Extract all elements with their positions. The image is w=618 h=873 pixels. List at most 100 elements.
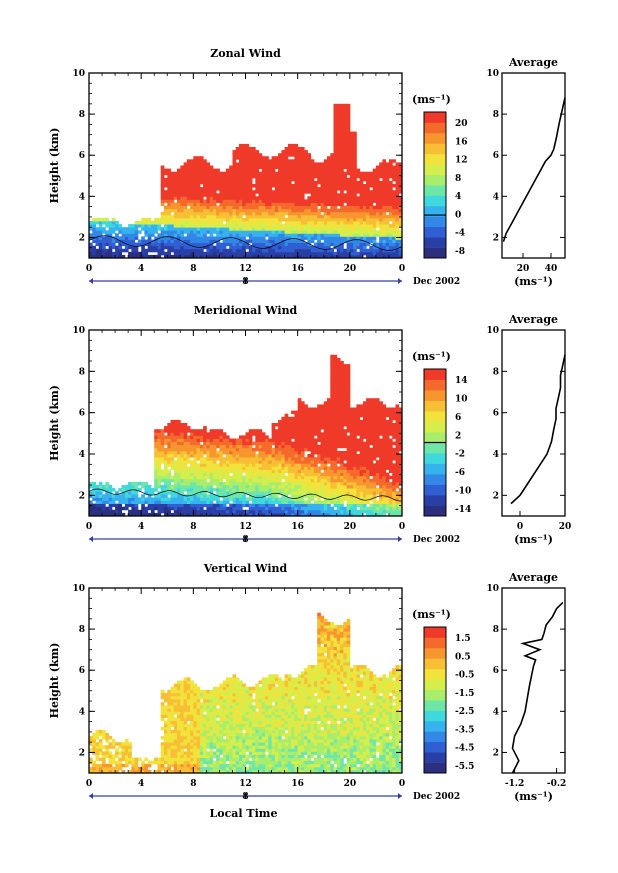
heatmap-cell	[323, 251, 328, 256]
heatmap-cell	[323, 230, 328, 234]
average-y-tick-label: 2	[493, 233, 499, 243]
heatmap-cell	[330, 174, 334, 179]
heatmap-cell	[261, 444, 266, 449]
heatmap-cell	[336, 171, 341, 176]
heatmap-cell	[389, 205, 393, 210]
heatmap-cell	[343, 134, 347, 139]
heatmap-cell	[131, 503, 136, 508]
heatmap-cell	[320, 221, 325, 225]
heatmap-cell	[164, 503, 168, 508]
heatmap-cell	[245, 469, 250, 473]
heatmap-cell	[375, 184, 380, 188]
heatmap-cell	[255, 494, 259, 498]
colorbar-segment	[424, 216, 446, 228]
heatmap-cell	[121, 254, 126, 259]
heatmap-cell	[150, 500, 155, 504]
heatmap-cell	[239, 230, 243, 234]
heatmap-cell	[343, 457, 347, 461]
heatmap-cell	[314, 211, 318, 216]
heatmap-cell	[353, 497, 357, 501]
heatmap-cell	[118, 236, 122, 240]
heatmap-cell	[398, 236, 403, 240]
heatmap-cell	[245, 444, 250, 449]
heatmap-cell	[304, 466, 308, 470]
heatmap-cell	[147, 485, 152, 489]
heatmap-cell	[92, 233, 96, 237]
heatmap-cell	[265, 481, 269, 486]
heatmap-cell	[235, 478, 240, 483]
heatmap-cell	[222, 463, 227, 467]
heatmap-cell	[164, 494, 168, 498]
heatmap-cell	[170, 497, 175, 501]
heatmap-cell	[225, 469, 230, 473]
heatmap-cell	[183, 457, 188, 461]
heatmap-cell	[229, 227, 233, 231]
heatmap-cell	[346, 233, 351, 237]
heatmap-cell	[310, 196, 315, 200]
heatmap-cell	[229, 165, 233, 169]
heatmap-cell	[183, 245, 188, 250]
heatmap-cell	[222, 177, 227, 182]
heatmap-cell	[281, 202, 286, 206]
heatmap-cell	[258, 485, 263, 489]
heatmap-cell	[300, 254, 305, 259]
heatmap-cell	[346, 193, 351, 197]
heatmap-cell	[336, 230, 341, 234]
heatmap-cell	[147, 500, 152, 504]
heatmap-cell	[317, 217, 321, 222]
heatmap-cell	[362, 454, 367, 458]
heatmap-cell	[300, 187, 305, 191]
heatmap-cell	[248, 187, 253, 191]
heatmap-cell	[310, 512, 315, 517]
heatmap-cell	[320, 410, 325, 415]
heatmap-cell	[258, 435, 263, 439]
heatmap-cell	[206, 494, 211, 498]
heatmap-cell	[203, 469, 207, 473]
heatmap-cell	[300, 491, 305, 495]
heatmap-cell	[320, 227, 325, 231]
heatmap-cell	[255, 463, 259, 467]
heatmap-cell	[284, 485, 289, 489]
heatmap-cell	[248, 509, 253, 514]
heatmap-cell	[294, 147, 299, 151]
heatmap-cell	[330, 435, 334, 439]
heatmap-cell	[291, 177, 295, 182]
heatmap-cell	[336, 364, 341, 368]
heatmap-cell	[300, 509, 305, 514]
heatmap-cell	[95, 242, 100, 247]
heatmap-cell	[385, 242, 390, 247]
heatmap-cell	[300, 429, 305, 433]
heatmap-cell	[173, 202, 178, 206]
heatmap-cell	[242, 150, 246, 154]
heatmap-cell	[271, 254, 276, 259]
heatmap-cell	[235, 454, 240, 458]
heatmap-cell	[389, 162, 393, 166]
heatmap-cell	[261, 506, 266, 511]
heatmap-cell	[203, 202, 207, 206]
heatmap-cell	[323, 211, 328, 216]
heatmap-cell	[239, 227, 243, 231]
heatmap-cell	[356, 460, 361, 464]
heatmap-cell	[294, 177, 299, 182]
heatmap-cell	[362, 177, 367, 182]
heatmap-cell	[160, 221, 165, 225]
x-tick-label: 4	[138, 264, 144, 274]
heatmap-cell	[307, 407, 312, 411]
heatmap-cell	[173, 466, 178, 470]
heatmap-cell	[300, 214, 305, 219]
heatmap-cell	[353, 454, 357, 458]
heatmap-cell	[291, 224, 295, 228]
heatmap-cell	[304, 429, 308, 433]
heatmap-cell	[160, 217, 165, 222]
heatmap-cell	[268, 227, 272, 231]
heatmap-cell	[242, 251, 246, 256]
heatmap-cell	[340, 454, 344, 458]
heatmap-cell	[336, 162, 341, 166]
heatmap-cell	[395, 236, 400, 240]
heatmap-cell	[323, 171, 328, 176]
heatmap-cell	[320, 491, 325, 495]
heatmap-cell	[274, 509, 279, 514]
heatmap-cell	[245, 156, 250, 160]
heatmap-cell	[392, 177, 396, 182]
heatmap-cell	[349, 180, 354, 185]
